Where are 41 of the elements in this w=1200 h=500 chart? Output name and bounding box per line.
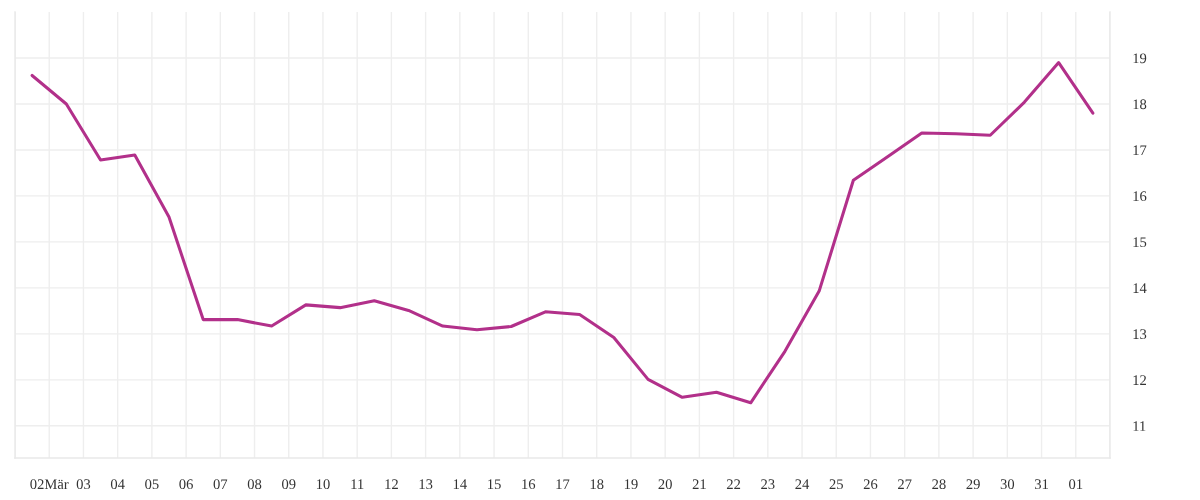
y-tick-label: 18 xyxy=(1133,99,1147,110)
y-tick-label: 19 xyxy=(1133,53,1147,64)
x-tick-label: 23 xyxy=(761,479,775,490)
y-tick-label: 12 xyxy=(1133,375,1146,385)
x-tick-label: 12 xyxy=(385,479,398,489)
x-tick-label: 24 xyxy=(795,479,810,489)
x-tick-label: 16 xyxy=(522,479,536,490)
x-tick-label: 11 xyxy=(351,479,364,489)
x-tick-label: 06 xyxy=(179,479,193,490)
x-tick-label: 10 xyxy=(316,479,330,490)
x-tick-label: 25 xyxy=(829,479,843,490)
x-tick-label: 18 xyxy=(590,479,604,490)
x-tick-label: 05 xyxy=(145,479,159,490)
y-tick-label: 16 xyxy=(1133,191,1147,202)
y-tick-label: 13 xyxy=(1133,329,1147,340)
x-tick-label: 20 xyxy=(658,479,672,490)
x-tick-label: 07 xyxy=(213,479,228,490)
x-tick-label: 19 xyxy=(624,479,638,490)
x-tick-label: 14 xyxy=(453,479,467,489)
x-tick-label: 21 xyxy=(692,479,706,489)
y-tick-label: 14 xyxy=(1133,283,1147,293)
x-tick-label: 15 xyxy=(488,479,501,490)
x-tick-label: 13 xyxy=(419,479,433,490)
x-tick-label: 08 xyxy=(247,479,262,490)
x-tick-label: 30 xyxy=(1000,479,1015,490)
x-tick-label: 28 xyxy=(932,479,946,490)
x-tick-label: 09 xyxy=(282,479,296,490)
x-tick-label: 26 xyxy=(863,479,878,490)
x-tick-label: 03 xyxy=(76,479,91,490)
y-tick-label: 11 xyxy=(1133,421,1146,431)
x-tick-label: 01 xyxy=(1069,479,1083,490)
x-tick-label: 22 xyxy=(726,479,741,489)
line-series xyxy=(30,61,1095,405)
x-tick-label: 04 xyxy=(110,479,125,490)
x-tick-label: 27 xyxy=(898,479,912,489)
x-tick-label: 29 xyxy=(966,479,980,490)
x-tick-label: 17 xyxy=(556,479,570,489)
y-tick-label: 15 xyxy=(1133,237,1147,248)
x-tick-label: 02Mär xyxy=(30,479,69,490)
x-tick-label: 31 xyxy=(1034,479,1048,490)
y-tick-label: 17 xyxy=(1133,145,1147,155)
